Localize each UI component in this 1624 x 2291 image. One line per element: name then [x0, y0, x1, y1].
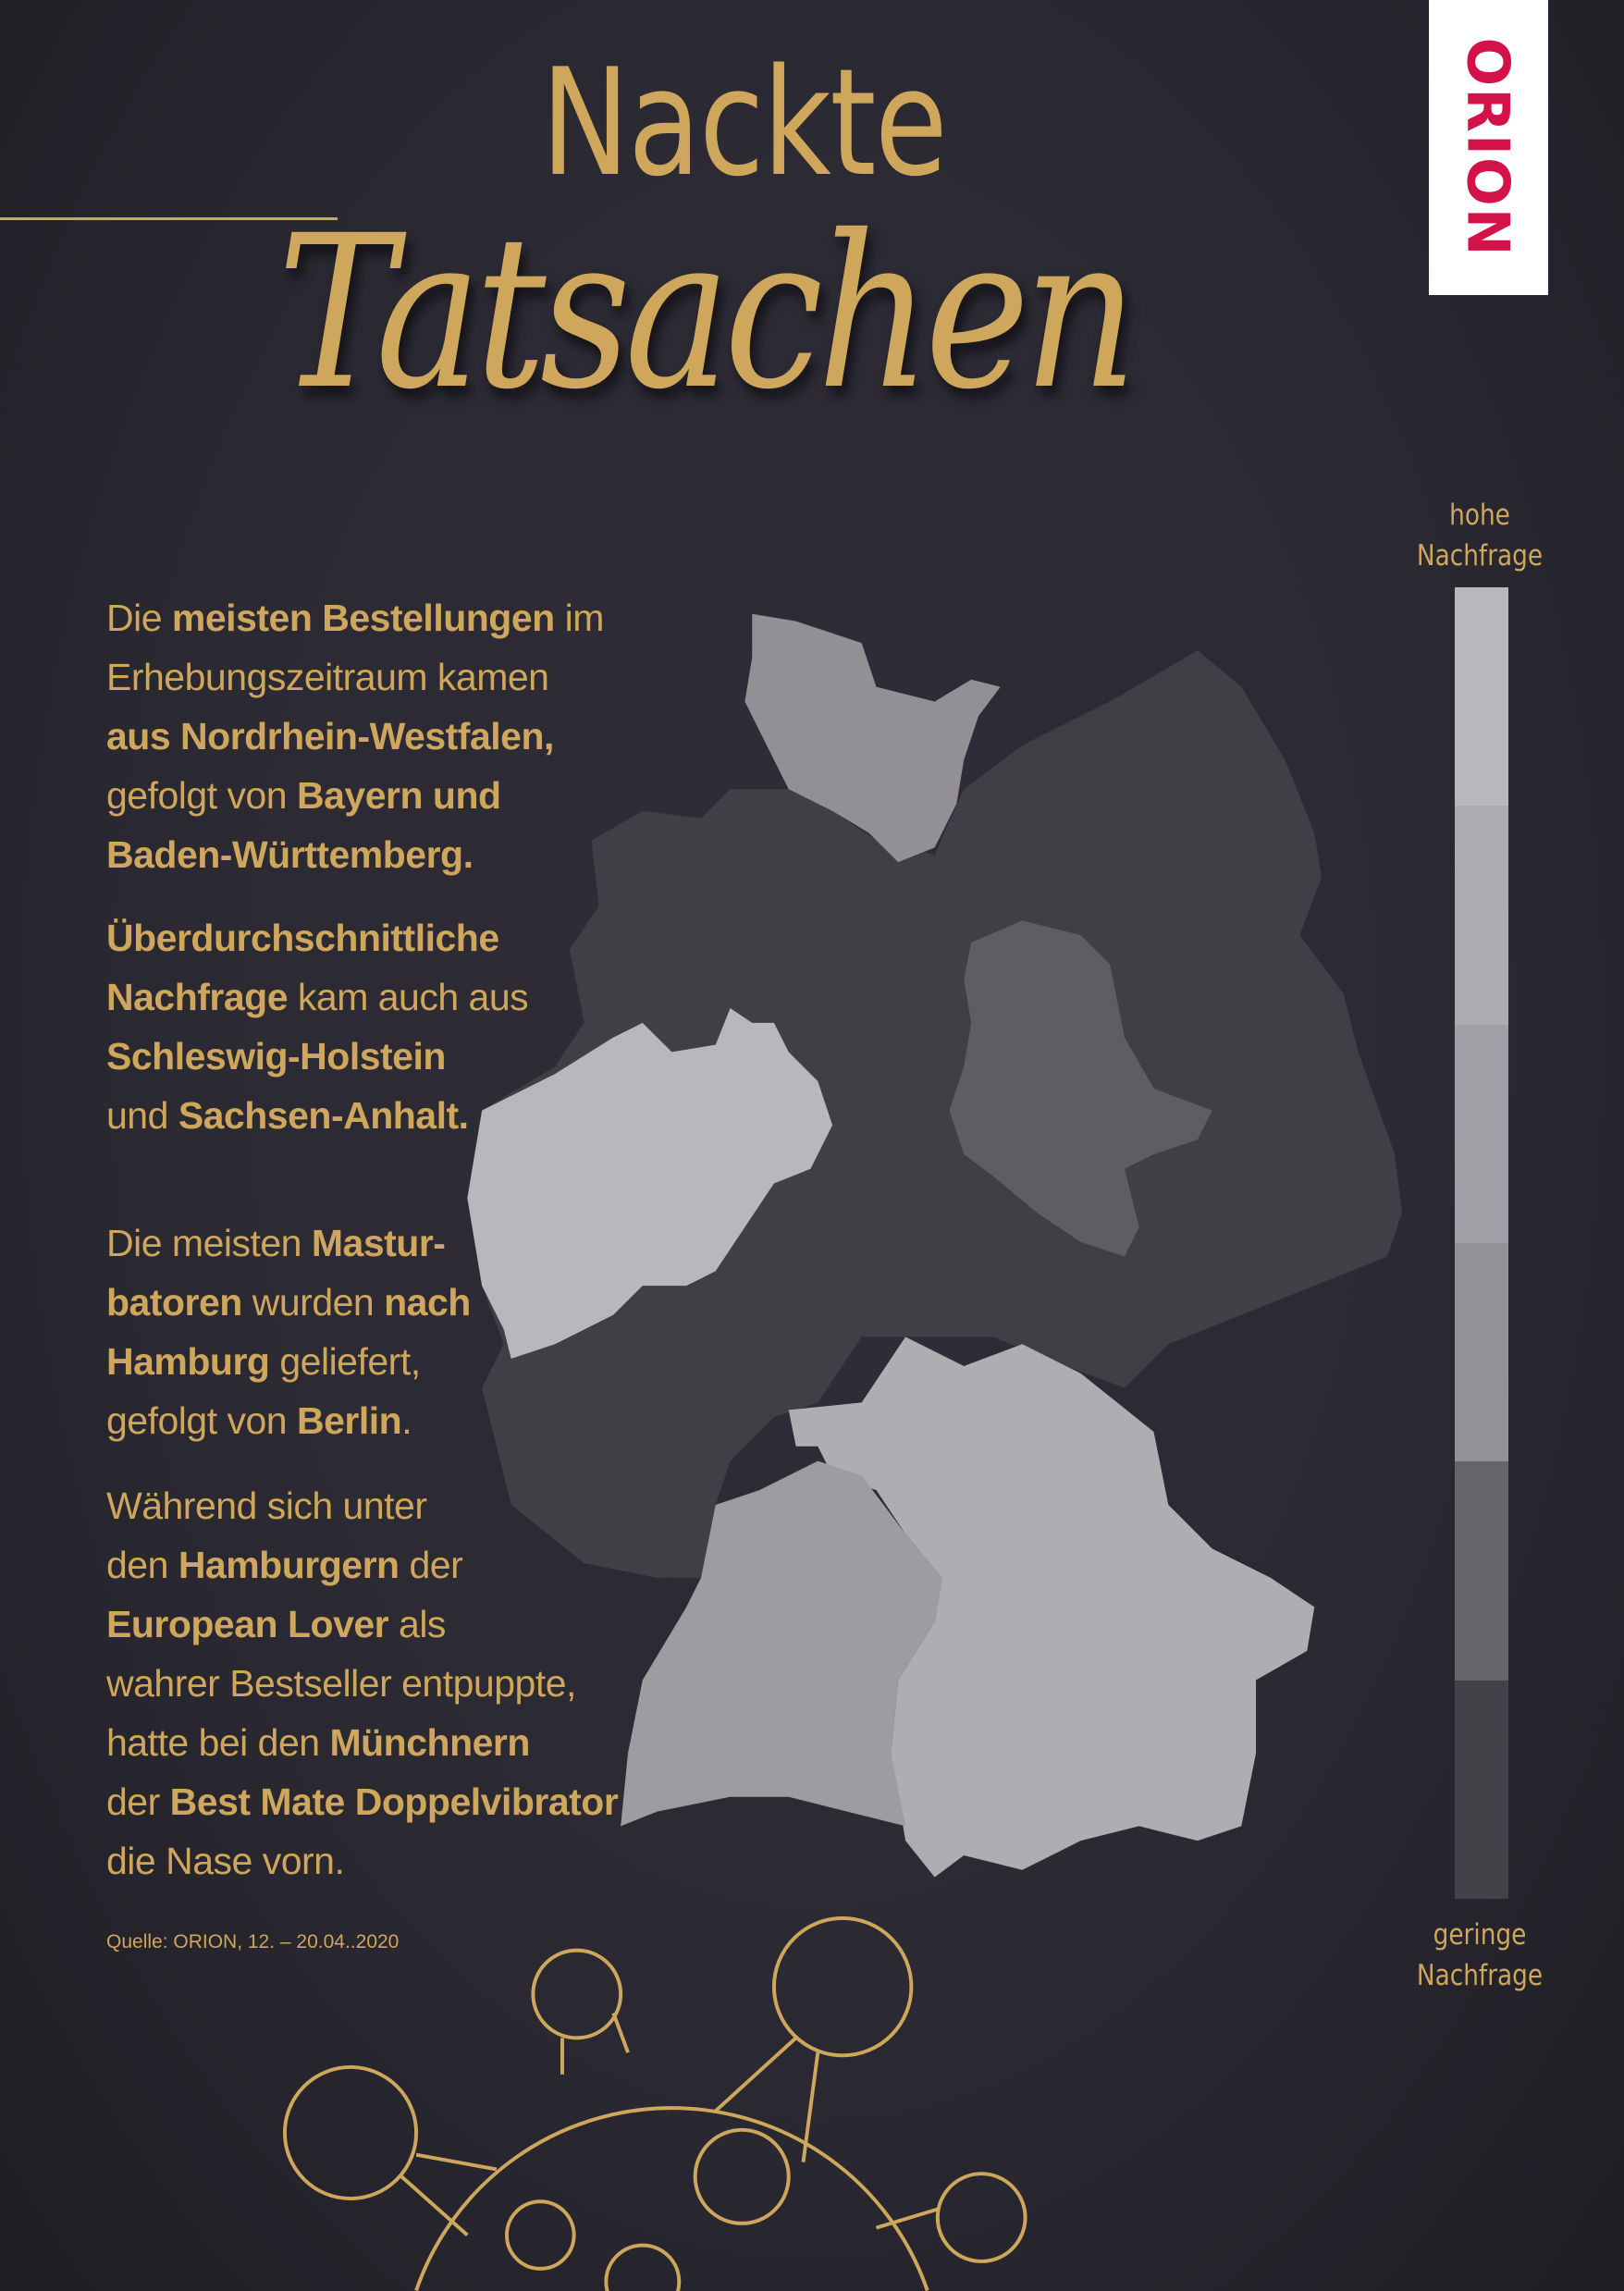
virus-body: [414, 2106, 929, 2291]
virus-spike: [531, 1948, 623, 2040]
text: kam auch aus: [288, 976, 529, 1018]
text-line: den Hamburgern der: [106, 1535, 618, 1595]
legend-swatch-4: [1455, 1242, 1508, 1462]
text: der: [399, 1544, 463, 1586]
text: den: [106, 1544, 178, 1586]
bold-text: Sachsen-Anhalt.: [178, 1094, 469, 1137]
text: hatte bei den: [106, 1721, 330, 1764]
paragraph-above-average: Überdurchschnittliche Nachfrage kam auch …: [106, 908, 529, 1145]
text-line: Hamburg geliefert,: [106, 1332, 471, 1391]
text-line: Während sich unter: [106, 1476, 618, 1535]
text: gefolgt von: [106, 1399, 297, 1442]
legend-swatch-2: [1455, 806, 1508, 1025]
text: Die: [106, 597, 172, 639]
title-rule: [0, 217, 338, 220]
text-line: Baden-Württemberg.: [106, 825, 604, 884]
paragraph-bestsellers: Während sich unter den Hamburgern der Euro…: [106, 1476, 619, 1891]
bold-text: meisten Bestellungen: [171, 597, 555, 639]
map-region-bayern: [788, 1336, 1315, 1878]
legend-swatch-1: [1455, 587, 1508, 807]
text-line: Die meisten Mastur-: [106, 1213, 471, 1273]
virus-spike: [282, 2064, 419, 2201]
text-line: Schleswig-Holstein: [106, 1027, 528, 1086]
text-line: gefolgt von Berlin.: [106, 1391, 471, 1450]
bold-text: Hamburgern: [178, 1544, 400, 1586]
text-line: gefolgt von Bayern und: [106, 766, 604, 825]
legend-color-scale: [1455, 587, 1508, 1899]
text-line: Überdurchschnittliche: [106, 908, 528, 967]
text-line: European Lover als: [106, 1595, 618, 1654]
text: der: [106, 1780, 170, 1823]
text-line: die Nase vorn.: [106, 1831, 618, 1891]
legend-swatch-6: [1455, 1680, 1508, 1899]
text: im: [554, 597, 605, 639]
text: gefolgt von: [106, 774, 297, 817]
bold-text: Mastur-: [311, 1222, 446, 1264]
text: die Nase vorn.: [106, 1840, 345, 1882]
map-region-sachsen-anhalt: [949, 920, 1212, 1257]
text: und: [106, 1094, 178, 1137]
text: Erhebungszeitraum kamen: [106, 656, 549, 698]
text: wahrer Bestseller entpuppte,: [106, 1662, 576, 1705]
legend-swatch-3: [1455, 1024, 1508, 1243]
map-region-baden-wuerttemberg: [621, 1460, 942, 1827]
virus-spike: [771, 1915, 914, 2058]
virus-spike: [935, 2172, 1027, 2263]
text-line: Nachfrage kam auch aus: [106, 967, 529, 1027]
text: .: [401, 1399, 412, 1442]
bold-text: Bayern und: [297, 774, 501, 817]
text-line: batoren wurden nach: [106, 1273, 471, 1332]
title-line-2: Tatsachen: [277, 190, 1138, 436]
text-line: hatte bei den Münchnern: [106, 1713, 618, 1772]
text-line: wahrer Bestseller entpuppte,: [106, 1654, 618, 1713]
text-line: und Sachsen-Anhalt.: [106, 1086, 528, 1145]
bold-text: Hamburg: [106, 1340, 270, 1383]
text: Während sich unter: [106, 1484, 427, 1527]
legend-swatch-5: [1455, 1461, 1508, 1681]
map-region-nordrhein-westfalen: [467, 1008, 833, 1360]
map-region-schleswig-holstein: [744, 613, 1001, 863]
bold-text: Best Mate Doppelvibrator: [169, 1780, 619, 1823]
legend-low-label: geringe Nachfrage: [1416, 1918, 1544, 1992]
text: wurden: [241, 1281, 385, 1324]
bold-text: Überdurchschnittliche: [106, 917, 499, 959]
bold-text: aus Nordrhein-Westfalen,: [106, 715, 554, 758]
bold-text: Nachfrage: [106, 976, 289, 1018]
bold-text: batoren: [106, 1281, 242, 1324]
orion-logo: ORION: [1429, 0, 1548, 295]
virus-illustration: [282, 1915, 1027, 2291]
bold-text: Münchnern: [329, 1721, 530, 1764]
text-line: Erhebungszeitraum kamen: [106, 647, 604, 707]
text: geliefert,: [269, 1340, 421, 1383]
paragraph-hamburg: Die meisten Mastur-batoren wurden nach Ha…: [106, 1213, 471, 1450]
text: Die meisten: [106, 1222, 312, 1264]
title-line-1: Nackte: [541, 36, 948, 209]
bold-text: nach: [384, 1281, 471, 1324]
virus-stalks: [400, 2012, 940, 2237]
text-line: der Best Mate Doppelvibrator: [106, 1772, 619, 1831]
bold-text: Schleswig-Holstein: [106, 1035, 446, 1078]
bold-text: European Lover: [106, 1603, 389, 1645]
map-region-other: [467, 650, 1402, 1578]
virus-spike: [504, 2199, 576, 2271]
source-note: Quelle: ORION, 12. – 20.04..2020: [106, 1931, 400, 1952]
virus-spike: [604, 2243, 682, 2291]
virus-spike: [693, 2127, 791, 2225]
text: als: [388, 1603, 446, 1645]
text-line: aus Nordrhein-Westfalen,: [106, 707, 604, 766]
bold-text: Berlin: [297, 1399, 402, 1442]
text-line: Die meisten Bestellungen im: [106, 588, 604, 647]
bold-text: Baden-Württemberg.: [106, 833, 474, 876]
legend-high-label: hohe Nachfrage: [1416, 499, 1544, 573]
paragraph-orders: Die meisten Bestellungen im Erhebungszeit…: [106, 588, 604, 884]
